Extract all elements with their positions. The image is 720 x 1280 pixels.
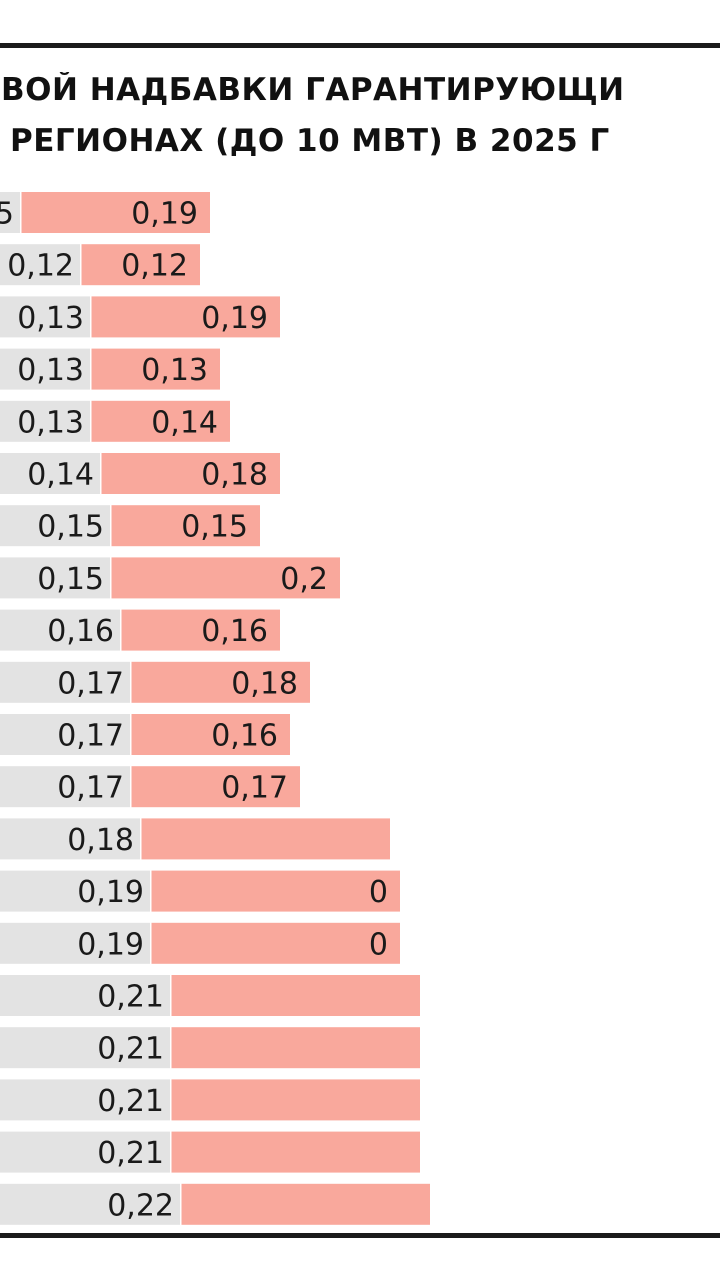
data-label-series-b: 0 (369, 927, 388, 962)
bar-series-b (151, 870, 400, 912)
bar-series-a (0, 1027, 170, 1069)
data-label-series-b: 0,19 (131, 197, 198, 232)
bar-series-a (0, 609, 120, 651)
data-label-series-a: 0,12 (7, 249, 74, 284)
bar-series-a (0, 348, 90, 390)
top-rule (0, 43, 720, 48)
bar-series-a (0, 1079, 170, 1121)
bar-series-b (91, 296, 280, 338)
data-label-series-a: 0,21 (97, 1084, 164, 1119)
bar-series-b (101, 453, 280, 494)
data-label-series-a: 0,14 (27, 458, 94, 493)
data-label-series-a: 0,15 (37, 562, 104, 597)
bar-series-a (0, 400, 90, 442)
data-label-series-a: 0,19 (77, 927, 144, 962)
bar-series-b (171, 1079, 420, 1121)
data-label-series-b: 0,19 (201, 301, 268, 336)
data-label-series-a: 0,21 (97, 1136, 164, 1171)
bar-series-b (111, 557, 340, 599)
bar-series-b (181, 1183, 430, 1225)
data-label-series-a: 0,13 (17, 405, 84, 440)
bar-series-a (0, 766, 130, 808)
bar-series-b (131, 714, 290, 755)
bar-series-b (131, 766, 300, 808)
data-label-series-b: 0,14 (151, 405, 218, 440)
bottom-rule (0, 1233, 720, 1238)
bar-series-a (0, 818, 140, 860)
bar-series-a (0, 192, 20, 233)
bar-series-a (0, 975, 170, 1016)
data-label-series-b: 0,16 (201, 614, 268, 649)
data-label-series-a: 0,13 (17, 353, 84, 388)
bar-series-b (91, 348, 220, 390)
data-label-series-a: 0,13 (17, 301, 84, 336)
bar-series-b (21, 192, 210, 233)
data-label-series-a: 0,21 (97, 1032, 164, 1067)
bar-series-b (131, 661, 310, 703)
bar-series-b (121, 609, 280, 651)
bar-series-a (0, 453, 100, 494)
bar-series-b (111, 505, 260, 547)
data-label-series-b: 0,18 (231, 666, 298, 701)
bar-series-a (0, 296, 90, 338)
bar-series-a (0, 922, 150, 964)
bar-series-b (171, 1131, 420, 1173)
bar-series-a (0, 244, 80, 286)
data-label-series-b: 0,15 (181, 510, 248, 545)
bar-series-b (171, 975, 420, 1016)
data-label-series-a: 0,21 (97, 980, 164, 1015)
data-label-series-a: 0,15 (37, 510, 104, 545)
chart-title-line-1: ВОЙ НАДБАВКИ ГАРАНТИРУЮЩИ (1, 72, 625, 108)
data-label-series-a: 0,16 (47, 614, 114, 649)
data-label-series-a: 0,19 (77, 875, 144, 910)
data-label-series-b: 0,18 (201, 458, 268, 493)
bar-series-b (171, 1027, 420, 1069)
bar-series-a (0, 661, 130, 703)
bar-series-b (151, 922, 400, 964)
bar-series-a (0, 1183, 180, 1225)
data-label-series-b: 0,2 (280, 562, 328, 597)
data-label-series-a: 0,22 (107, 1188, 174, 1223)
bar-series-a (0, 870, 150, 912)
bar-series-a (0, 505, 110, 547)
data-label-series-a: 0,17 (57, 771, 124, 806)
data-label-series-a: 0,17 (57, 719, 124, 754)
bar-series-a (0, 1131, 170, 1173)
data-label-series-b: 0,17 (221, 771, 288, 806)
bar-series-a (0, 714, 130, 755)
bar-series-b (91, 400, 230, 442)
data-label-series-b: 0,12 (121, 249, 188, 284)
data-label-series-b: 0 (369, 875, 388, 910)
bar-series-a (0, 557, 110, 599)
bar-series-b (81, 244, 200, 286)
chart-title-line-2: РЕГИОНАХ (ДО 10 МВТ) В 2025 Г (10, 123, 610, 159)
data-label-series-b: 0,16 (211, 719, 278, 754)
data-label-series-a: 0,18 (67, 823, 134, 858)
data-label-series-a: 0,17 (57, 666, 124, 701)
data-label-series-b: 0,13 (141, 353, 208, 388)
bar-series-b (141, 818, 390, 860)
data-label-series-a: 5 (0, 197, 14, 232)
